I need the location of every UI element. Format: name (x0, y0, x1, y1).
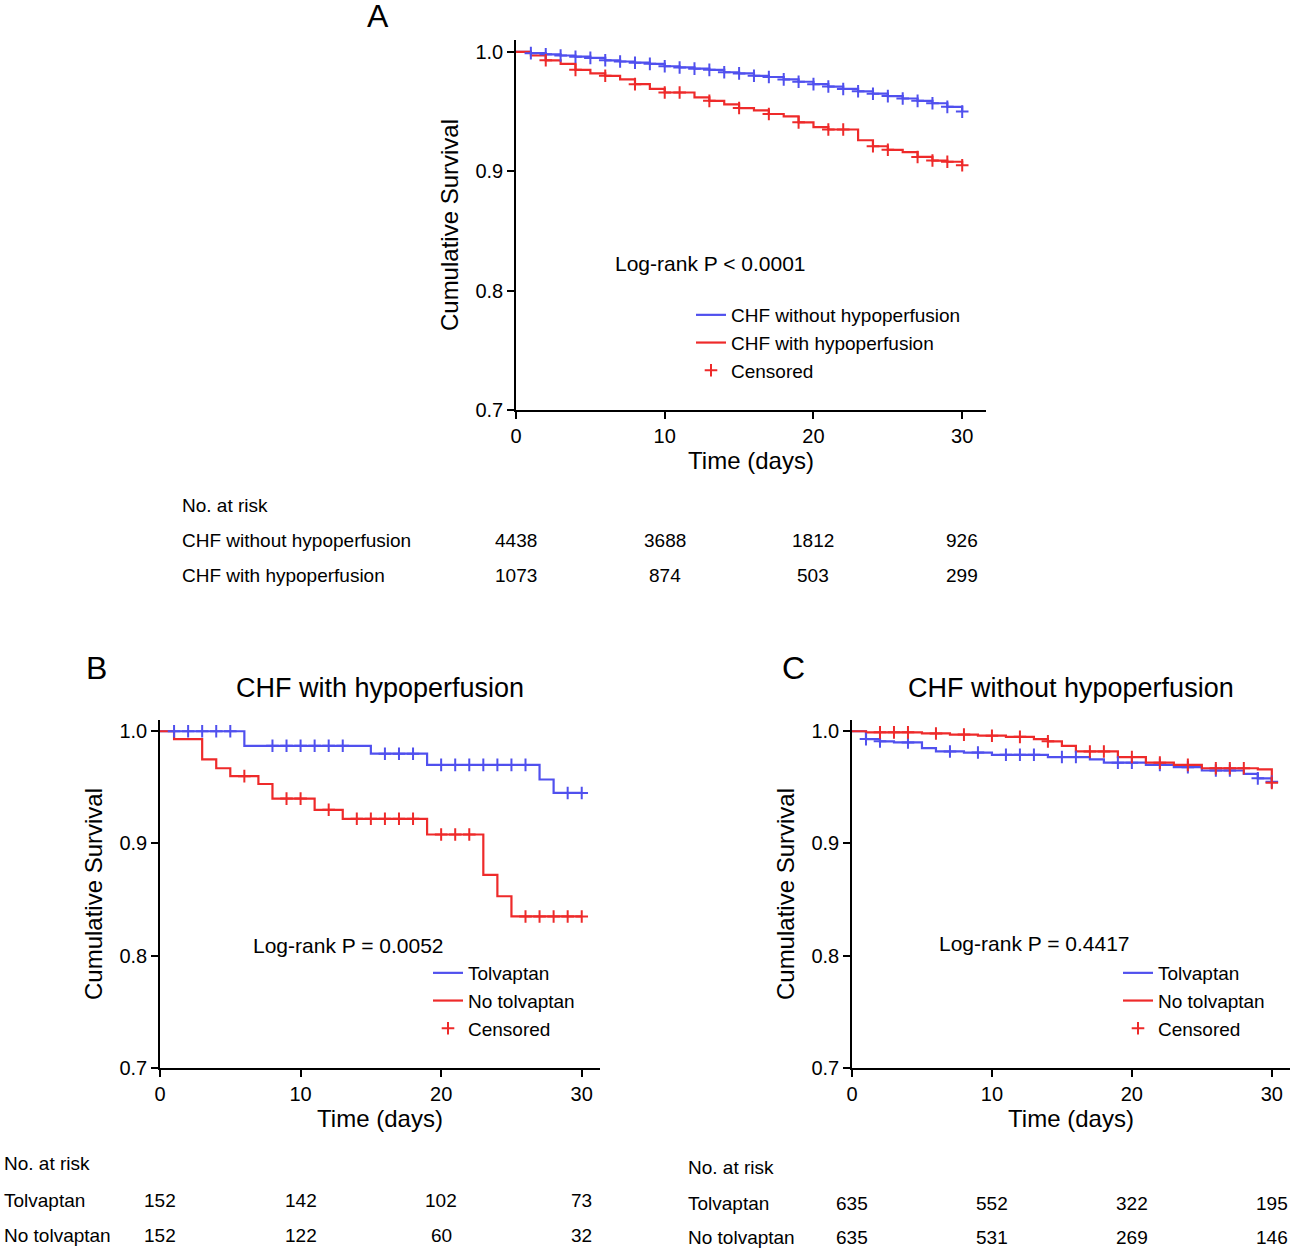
svg-text:926: 926 (946, 530, 978, 551)
svg-text:A: A (367, 0, 389, 34)
svg-text:CHF with hypoperfusion: CHF with hypoperfusion (236, 673, 524, 703)
svg-text:874: 874 (649, 565, 681, 586)
svg-text:146: 146 (1256, 1227, 1288, 1248)
svg-text:635: 635 (836, 1193, 868, 1214)
svg-text:CHF with hypoperfusion: CHF with hypoperfusion (731, 333, 934, 354)
svg-text:32: 32 (571, 1225, 592, 1246)
svg-text:0.8: 0.8 (475, 280, 503, 302)
svg-text:0: 0 (846, 1083, 857, 1105)
svg-text:No tolvaptan: No tolvaptan (468, 991, 575, 1012)
svg-text:Tolvaptan: Tolvaptan (468, 963, 549, 984)
svg-text:1073: 1073 (495, 565, 537, 586)
svg-text:0.7: 0.7 (475, 399, 503, 421)
svg-text:142: 142 (285, 1190, 317, 1211)
svg-text:20: 20 (802, 425, 824, 447)
svg-text:102: 102 (425, 1190, 457, 1211)
svg-text:635: 635 (836, 1227, 868, 1248)
svg-text:195: 195 (1256, 1193, 1288, 1214)
svg-text:269: 269 (1116, 1227, 1148, 1248)
svg-text:No tolvaptan: No tolvaptan (1158, 991, 1265, 1012)
svg-text:No tolvaptan: No tolvaptan (4, 1225, 111, 1246)
svg-text:No. at risk: No. at risk (182, 495, 268, 516)
svg-text:Time (days): Time (days) (1008, 1105, 1134, 1132)
svg-text:122: 122 (285, 1225, 317, 1246)
svg-text:Time (days): Time (days) (317, 1105, 443, 1132)
svg-text:1812: 1812 (792, 530, 834, 551)
svg-text:Censored: Censored (1158, 1019, 1240, 1040)
svg-text:CHF without hypoperfusion: CHF without hypoperfusion (908, 673, 1234, 703)
svg-text:Log-rank P = 0.0052: Log-rank P = 0.0052 (253, 934, 444, 957)
svg-text:0: 0 (510, 425, 521, 447)
svg-text:CHF with hypoperfusion: CHF with hypoperfusion (182, 565, 385, 586)
svg-text:299: 299 (946, 565, 978, 586)
svg-text:30: 30 (1261, 1083, 1283, 1105)
svg-text:30: 30 (951, 425, 973, 447)
svg-text:4438: 4438 (495, 530, 537, 551)
svg-text:Tolvaptan: Tolvaptan (1158, 963, 1239, 984)
svg-text:CHF without hypoperfusion: CHF without hypoperfusion (182, 530, 411, 551)
svg-text:0.9: 0.9 (119, 832, 147, 854)
svg-text:0.7: 0.7 (811, 1057, 839, 1079)
svg-text:322: 322 (1116, 1193, 1148, 1214)
svg-text:30: 30 (571, 1083, 593, 1105)
svg-text:No tolvaptan: No tolvaptan (688, 1227, 795, 1248)
svg-text:60: 60 (431, 1225, 452, 1246)
svg-text:Time (days): Time (days) (688, 447, 814, 474)
svg-text:0: 0 (154, 1083, 165, 1105)
svg-text:10: 10 (289, 1083, 311, 1105)
svg-text:0.8: 0.8 (119, 945, 147, 967)
svg-text:0.8: 0.8 (811, 945, 839, 967)
svg-text:531: 531 (976, 1227, 1008, 1248)
svg-text:Tolvaptan: Tolvaptan (4, 1190, 85, 1211)
svg-text:Log-rank P < 0.0001: Log-rank P < 0.0001 (615, 252, 806, 275)
svg-text:No. at risk: No. at risk (4, 1153, 90, 1174)
svg-text:C: C (782, 650, 805, 686)
svg-text:1.0: 1.0 (475, 41, 503, 63)
svg-text:20: 20 (430, 1083, 452, 1105)
svg-text:552: 552 (976, 1193, 1008, 1214)
svg-text:1.0: 1.0 (119, 720, 147, 742)
svg-text:Cumulative Survival: Cumulative Survival (80, 788, 107, 1000)
svg-text:73: 73 (571, 1190, 592, 1211)
svg-text:0.7: 0.7 (119, 1057, 147, 1079)
svg-text:Cumulative Survival: Cumulative Survival (772, 788, 799, 1000)
svg-text:0.9: 0.9 (811, 832, 839, 854)
svg-text:Cumulative Survival: Cumulative Survival (436, 119, 463, 331)
svg-text:10: 10 (654, 425, 676, 447)
svg-text:Tolvaptan: Tolvaptan (688, 1193, 769, 1214)
svg-text:CHF without hypoperfusion: CHF without hypoperfusion (731, 305, 960, 326)
svg-text:0.9: 0.9 (475, 160, 503, 182)
svg-text:1.0: 1.0 (811, 720, 839, 742)
svg-text:152: 152 (144, 1190, 176, 1211)
svg-text:503: 503 (797, 565, 829, 586)
svg-text:Censored: Censored (731, 361, 813, 382)
svg-text:3688: 3688 (644, 530, 686, 551)
svg-text:Log-rank P = 0.4417: Log-rank P = 0.4417 (939, 932, 1130, 955)
svg-text:No. at risk: No. at risk (688, 1157, 774, 1178)
svg-text:152: 152 (144, 1225, 176, 1246)
svg-text:B: B (86, 650, 107, 686)
svg-text:Censored: Censored (468, 1019, 550, 1040)
svg-text:10: 10 (981, 1083, 1003, 1105)
svg-text:20: 20 (1121, 1083, 1143, 1105)
